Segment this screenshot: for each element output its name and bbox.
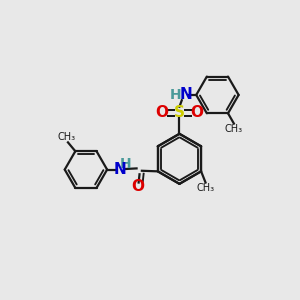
Text: CH₃: CH₃	[225, 124, 243, 134]
Text: H: H	[119, 157, 131, 171]
Text: N: N	[179, 87, 192, 102]
Text: CH₃: CH₃	[196, 183, 214, 193]
Text: O: O	[131, 178, 145, 194]
Text: H: H	[170, 88, 182, 102]
Text: S: S	[174, 105, 185, 120]
Text: N: N	[114, 162, 127, 177]
Text: O: O	[190, 105, 204, 120]
Text: CH₃: CH₃	[57, 132, 76, 142]
Text: O: O	[155, 105, 168, 120]
